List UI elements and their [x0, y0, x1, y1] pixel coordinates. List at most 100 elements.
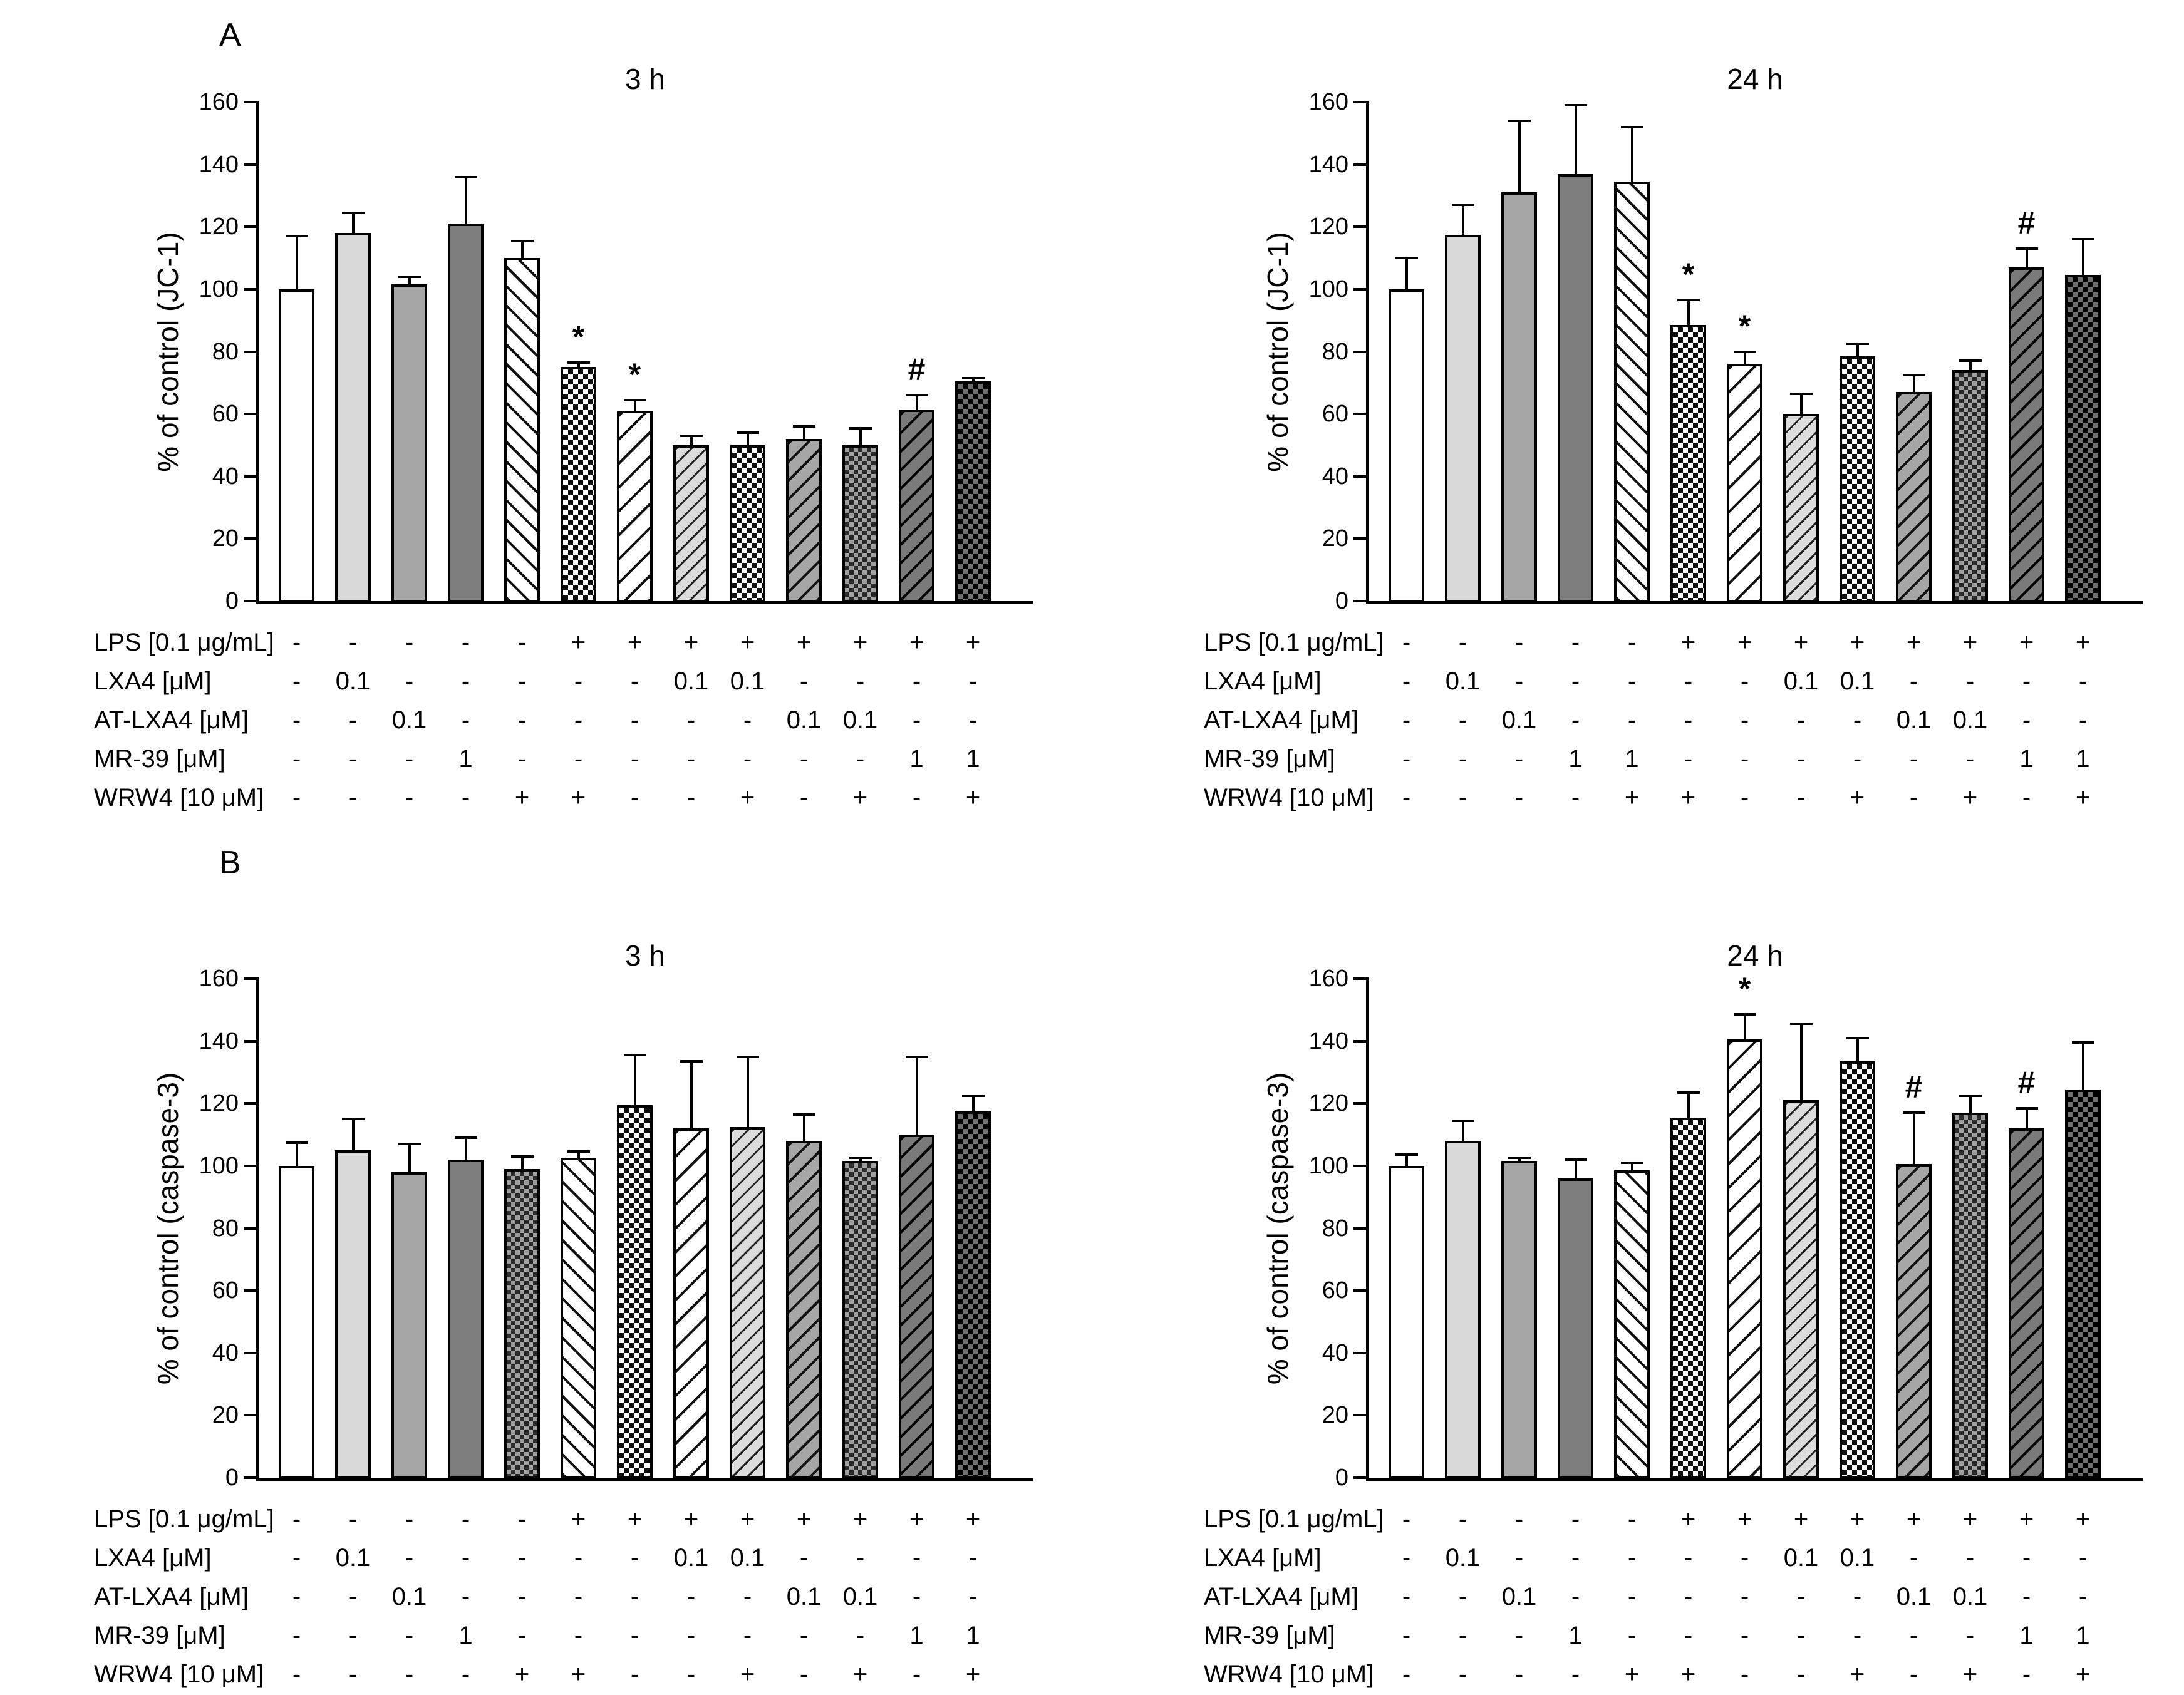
error-bar-stem — [1912, 374, 1915, 393]
treatment-value: - — [292, 1661, 301, 1688]
treatment-value: - — [1965, 745, 1975, 773]
treatment-value: 0.1 — [1501, 1583, 1537, 1610]
y-axis-caspase3-3h — [256, 977, 259, 1479]
y-tick-label-caspase3-3h: 0 — [225, 1465, 239, 1491]
error-bar-stem — [1687, 1092, 1690, 1118]
treatment-value: - — [630, 1583, 639, 1610]
error-bar-cap — [1620, 1161, 1643, 1164]
treatment-value: + — [740, 1505, 755, 1533]
error-bar-cap — [1902, 1111, 1925, 1115]
y-tick-label-jc1-24h: 0 — [1335, 588, 1348, 614]
treatment-row-label: LXA4 [μM] — [1204, 667, 1322, 695]
y-tick-jc1-3h — [244, 163, 256, 166]
treatment-value: - — [1458, 1583, 1467, 1610]
bar — [673, 1128, 709, 1479]
error-bar-cap — [849, 1157, 872, 1160]
treatment-value: - — [348, 784, 358, 811]
error-bar-cap — [1451, 1119, 1474, 1122]
treatment-value: - — [1458, 784, 1467, 811]
treatment-value: 1 — [1568, 1622, 1583, 1649]
error-bar-cap — [1620, 125, 1643, 128]
treatment-value: - — [517, 706, 527, 734]
error-bar-stem — [1969, 1095, 1972, 1113]
y-tick-label-caspase3-24h: 140 — [1308, 1028, 1348, 1054]
treatment-value: + — [627, 1505, 643, 1533]
error-bar-cap — [1395, 257, 1418, 260]
treatment-value: 0.1 — [1445, 667, 1481, 695]
treatment-value: - — [1796, 784, 1806, 811]
bar — [1840, 356, 1875, 602]
panel-label-b: B — [219, 845, 241, 881]
treatment-value: - — [1514, 745, 1524, 773]
error-bar-cap — [1789, 1023, 1813, 1026]
treatment-value: - — [2022, 1583, 2031, 1610]
treatment-value: - — [461, 784, 470, 811]
treatment-value: - — [2022, 1661, 2031, 1688]
treatment-value: - — [1853, 1622, 1862, 1649]
treatment-row-label: MR-39 [μM] — [1204, 1622, 1335, 1649]
treatment-value: 0.1 — [730, 1544, 765, 1572]
treatment-value: + — [1680, 1505, 1696, 1533]
y-tick-label-jc1-24h: 80 — [1322, 338, 1348, 365]
treatment-value: - — [630, 784, 639, 811]
y-tick-caspase3-3h — [244, 1476, 256, 1479]
treatment-value: - — [1402, 1583, 1411, 1610]
treatment-value: - — [1458, 1505, 1467, 1533]
treatment-row-label: LPS [0.1 μg/mL] — [1204, 1505, 1384, 1533]
error-bar-cap — [1451, 204, 1474, 207]
error-bar-cap — [792, 1113, 815, 1116]
treatment-value: - — [405, 629, 414, 656]
error-bar-cap — [1564, 103, 1587, 106]
y-tick-jc1-3h — [244, 101, 256, 103]
error-bar-stem — [971, 378, 975, 381]
treatment-value: - — [2022, 784, 2031, 811]
error-bar-cap — [341, 211, 365, 214]
treatment-value: - — [968, 706, 978, 734]
error-bar-cap — [1959, 1094, 1982, 1097]
treatment-value: 0.1 — [730, 667, 765, 695]
y-tick-caspase3-3h — [244, 1039, 256, 1043]
x-axis-caspase3-3h — [256, 1478, 1033, 1481]
bar — [1389, 289, 1424, 602]
error-bar-stem — [859, 428, 862, 445]
y-tick-label-caspase3-3h: 80 — [212, 1215, 239, 1242]
y-tick-label-jc1-3h: 100 — [199, 276, 239, 302]
treatment-value: - — [348, 1583, 358, 1610]
bar — [1840, 1061, 1875, 1479]
treatment-row-label: LXA4 [μM] — [94, 1544, 212, 1572]
error-bar-cap — [905, 1055, 928, 1058]
treatment-value: - — [1514, 629, 1524, 656]
bar — [1783, 1100, 1819, 1479]
treatment-value: - — [1627, 1505, 1637, 1533]
treatment-value: - — [405, 667, 414, 695]
bar — [955, 381, 991, 602]
y-tick-label-caspase3-24h: 80 — [1322, 1215, 1348, 1242]
treatment-row-label: WRW4 [10 μM] — [94, 1661, 264, 1688]
y-tick-label-caspase3-3h: 40 — [212, 1339, 239, 1366]
bar — [786, 1141, 822, 1479]
treatment-value: + — [1624, 1661, 1640, 1688]
treatment-row-label: LPS [0.1 μg/mL] — [94, 629, 274, 656]
treatment-value: + — [571, 1505, 586, 1533]
treatment-value: 0.1 — [335, 1544, 371, 1572]
treatment-value: - — [912, 1661, 921, 1688]
y-tick-jc1-24h — [1353, 537, 1366, 540]
treatment-value: - — [348, 745, 358, 773]
error-bar-stem — [746, 433, 749, 445]
y-tick-label-caspase3-3h: 60 — [212, 1277, 239, 1304]
error-bar-stem — [1743, 351, 1746, 364]
bar — [335, 233, 371, 602]
treatment-value: - — [1402, 1544, 1411, 1572]
treatment-value: - — [348, 706, 358, 734]
error-bar-cap — [2015, 1106, 2038, 1110]
treatment-value: - — [912, 1544, 921, 1572]
error-bar-stem — [408, 276, 411, 285]
treatment-value: 0.1 — [1952, 706, 1988, 734]
treatment-value: 0.1 — [786, 706, 822, 734]
bar — [279, 1165, 314, 1479]
treatment-row-label: MR-39 [μM] — [94, 745, 225, 773]
treatment-value: 1 — [2076, 1622, 2090, 1649]
treatment-value: + — [1680, 784, 1696, 811]
treatment-value: - — [1571, 1661, 1580, 1688]
treatment-value: + — [1737, 629, 1752, 656]
